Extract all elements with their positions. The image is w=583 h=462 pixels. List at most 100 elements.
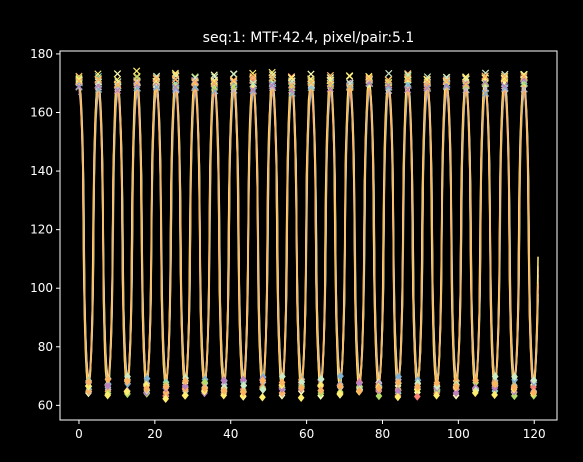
peak-marker — [423, 78, 431, 86]
peak-marker — [94, 75, 102, 83]
peak-marker — [230, 70, 238, 78]
trough-marker — [510, 391, 518, 401]
trough-marker — [240, 388, 247, 397]
peak-marker — [500, 72, 509, 80]
x-tick-label: 100 — [447, 427, 470, 441]
peak-marker — [171, 83, 180, 91]
peak-marker — [249, 86, 257, 94]
peak-marker — [269, 80, 277, 88]
trough-marker — [220, 376, 228, 385]
peak-marker — [307, 78, 315, 86]
peak-marker — [75, 75, 83, 83]
trough-marker — [104, 375, 112, 384]
peak-marker — [404, 86, 412, 94]
trough-marker — [104, 381, 112, 390]
trough-marker — [162, 394, 170, 404]
peak-marker — [152, 77, 160, 85]
peak-marker — [172, 82, 180, 90]
peak-marker — [152, 75, 160, 83]
peak-marker — [113, 70, 122, 78]
y-tick-label: 100 — [30, 281, 53, 295]
peak-marker — [268, 73, 277, 82]
peak-marker — [462, 81, 470, 89]
peak-marker — [520, 73, 528, 81]
trough-marker — [85, 377, 93, 386]
peak-marker — [404, 75, 412, 83]
peak-marker — [191, 78, 199, 86]
trough-marker — [297, 393, 305, 403]
trough-marker — [181, 391, 189, 400]
trough-marker — [336, 382, 344, 391]
peak-marker — [327, 78, 335, 86]
peak-marker — [114, 81, 122, 89]
peak-marker — [385, 69, 393, 78]
trough-marker — [220, 391, 228, 400]
trough-marker — [123, 377, 131, 386]
trough-marker — [375, 391, 383, 401]
trough-marker — [375, 384, 383, 393]
peak-marker — [75, 77, 83, 85]
y-tick-label: 160 — [30, 106, 53, 120]
trough-marker — [84, 381, 92, 391]
trough-marker — [259, 376, 267, 385]
peak-marker — [461, 73, 470, 81]
x-tick-label: 40 — [223, 427, 238, 441]
plot-frame — [59, 50, 558, 421]
peak-marker — [269, 71, 277, 79]
peak-marker — [210, 77, 218, 85]
peak-marker — [500, 82, 509, 90]
trough-marker — [433, 378, 441, 388]
trough-marker — [85, 386, 92, 396]
trough-marker — [491, 379, 499, 389]
trough-marker — [259, 392, 266, 402]
trough-marker — [201, 383, 209, 393]
peak-marker — [114, 78, 122, 86]
peak-marker — [423, 84, 431, 92]
peak-marker — [113, 86, 122, 94]
peak-marker — [288, 81, 296, 89]
peak-marker — [191, 76, 199, 84]
x-tick-label: 20 — [147, 427, 162, 441]
marker-layer — [75, 67, 538, 404]
peak-marker — [133, 81, 141, 89]
trough-marker — [337, 371, 344, 381]
peak-marker — [307, 79, 315, 87]
peak-marker — [384, 78, 393, 86]
trough-marker — [510, 383, 518, 392]
peak-marker — [384, 76, 393, 84]
trough-marker — [259, 385, 267, 394]
peak-marker — [133, 79, 141, 87]
trough-marker — [491, 390, 498, 400]
trough-marker — [530, 388, 538, 397]
trough-marker — [181, 381, 189, 391]
series-line — [78, 84, 539, 385]
peak-marker — [345, 72, 354, 80]
chart-title: seq:1: MTF:42.4, pixel/pair:5.1 — [203, 30, 415, 46]
trough-marker — [278, 378, 286, 387]
peak-marker — [365, 72, 373, 81]
peak-marker — [249, 79, 257, 88]
peak-marker — [481, 74, 489, 82]
series-layer — [78, 76, 539, 393]
trough-marker — [336, 389, 344, 398]
peak-marker — [249, 72, 257, 81]
trough-marker — [162, 382, 170, 392]
x-tick-label: 60 — [299, 427, 314, 441]
peak-marker — [481, 89, 490, 97]
peak-marker — [519, 70, 528, 79]
trough-marker — [143, 384, 151, 394]
peak-marker — [501, 84, 509, 92]
trough-marker — [104, 391, 112, 400]
peak-marker — [346, 83, 354, 91]
peak-marker — [210, 79, 219, 87]
peak-marker — [172, 75, 180, 83]
x-axis: 0 20 40 60 80 100 120 — [75, 420, 546, 441]
x-tick-label: 120 — [523, 427, 546, 441]
trough-marker — [356, 386, 363, 396]
y-tick-label: 180 — [30, 47, 53, 61]
trough-marker — [530, 375, 538, 385]
y-tick-label: 140 — [30, 164, 53, 178]
peak-marker — [462, 80, 470, 88]
